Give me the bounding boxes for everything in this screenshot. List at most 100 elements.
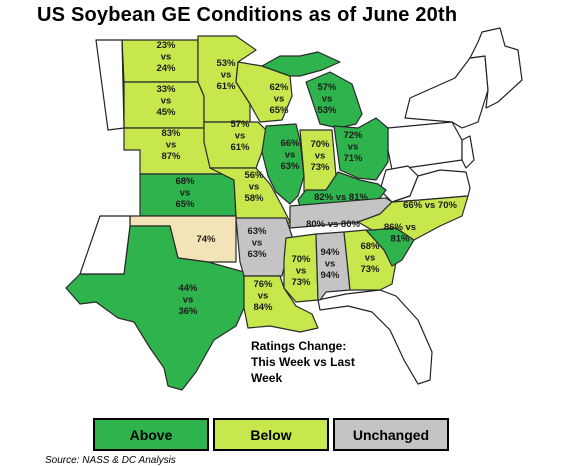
state-label-line: vs xyxy=(322,94,333,105)
state-label-line: 53% xyxy=(317,105,337,116)
state-label-line: vs xyxy=(296,266,307,277)
state-label-line: 84% xyxy=(253,302,273,313)
state-label-line: 56% xyxy=(244,170,264,181)
state-label-line: vs xyxy=(161,52,172,63)
state-label-line: 33% xyxy=(156,84,176,95)
state-label-line: 57% xyxy=(230,119,250,130)
state-label-line: 73% xyxy=(310,162,330,173)
state-label-line: 82% vs 81% xyxy=(314,192,368,203)
state-label-line: 44% xyxy=(178,283,198,294)
state-mt-edge xyxy=(95,39,125,131)
state-ny xyxy=(404,55,489,129)
state-new-england xyxy=(469,27,523,109)
state-tx xyxy=(65,225,245,391)
source-note: Source: NASS & DC Analysis xyxy=(45,455,176,466)
state-label-ks: 68% vs 65% xyxy=(175,176,195,210)
caption-line-3: Week xyxy=(251,371,283,385)
state-label-line: 66% vs 70% xyxy=(403,200,457,211)
state-label-line: vs xyxy=(166,140,177,151)
state-label-sd: 33% vs 45% xyxy=(156,84,176,118)
state-label-line: 68% xyxy=(360,241,380,252)
state-pa xyxy=(387,121,463,171)
state-label-line: 68% xyxy=(175,176,195,187)
state-label-line: 57% xyxy=(317,82,337,93)
map-title: US Soybean GE Conditions as of June 20th xyxy=(37,4,458,26)
state-label-la: 76% vs 84% xyxy=(253,279,273,313)
state-label-line: 73% xyxy=(291,277,311,288)
state-label-mo: 56% vs 58% xyxy=(244,170,264,204)
state-label-mn: 53% vs 61% xyxy=(216,58,236,92)
state-label-line: 70% xyxy=(291,254,311,265)
state-label-line: 70% xyxy=(310,139,330,150)
state-label-line: 61% xyxy=(216,81,236,92)
state-label-wi: 62% vs 65% xyxy=(269,82,289,116)
state-ia xyxy=(203,121,269,169)
state-label-oh: 72% vs 71% xyxy=(343,130,363,164)
state-label-line: 74% xyxy=(196,234,216,245)
state-label-line: 63% xyxy=(247,226,267,237)
state-mi-upper xyxy=(261,51,341,77)
state-label-line: 65% xyxy=(269,105,289,116)
state-label-line: 66% xyxy=(280,138,300,149)
state-label-sc: 86% vs 81% xyxy=(384,222,416,245)
state-label-line: vs xyxy=(274,94,285,105)
state-la xyxy=(243,275,319,333)
state-label-line: vs xyxy=(285,150,296,161)
state-label-line: vs xyxy=(348,142,359,153)
legend-unchanged: Unchanged xyxy=(333,418,449,451)
state-label-line: 87% xyxy=(161,151,181,162)
state-labels: 23% vs 24%33% vs 45%83% vs 87%68% vs 65%74%44% vs… xyxy=(156,40,457,317)
state-nj xyxy=(461,135,475,169)
state-label-line: 36% xyxy=(178,306,198,317)
state-label-ky: 82% vs 81% xyxy=(314,192,368,203)
state-label-line: 45% xyxy=(156,107,176,118)
state-label-line: 53% xyxy=(216,58,236,69)
state-oh xyxy=(333,117,389,181)
state-label-nc: 66% vs 70% xyxy=(403,200,457,211)
state-mi xyxy=(305,71,363,129)
state-label-tx: 44% vs 36% xyxy=(178,283,198,317)
caption-line-2: This Week vs Last xyxy=(251,355,355,369)
state-label-il: 66% vs 63% xyxy=(280,138,300,172)
state-label-line: 23% xyxy=(156,40,176,51)
state-label-in: 70% vs 73% xyxy=(310,139,330,173)
legend: Above Below Unchanged xyxy=(93,418,453,451)
state-label-line: 62% xyxy=(269,82,289,93)
state-label-al: 94% vs 94% xyxy=(320,247,340,281)
state-nc xyxy=(357,195,469,241)
state-label-line: 63% xyxy=(247,249,267,260)
state-label-ia: 57% vs 61% xyxy=(230,119,250,153)
state-label-line: 94% xyxy=(320,270,340,281)
state-label-line: vs xyxy=(249,182,260,193)
state-label-line: 73% xyxy=(360,264,380,275)
state-label-line: 63% xyxy=(280,161,300,172)
ratings-change-caption: Ratings Change: This Week vs Last Week xyxy=(251,338,355,386)
state-label-line: 86% vs xyxy=(384,222,416,233)
state-label-line: 58% xyxy=(244,193,264,204)
state-label-line: vs xyxy=(183,295,194,306)
state-label-line: vs xyxy=(161,96,172,107)
state-label-nd: 23% vs 24% xyxy=(156,40,176,74)
state-label-line: 81% xyxy=(390,234,410,245)
state-label-ga: 68% vs 73% xyxy=(360,241,380,275)
state-fl xyxy=(317,289,433,385)
state-label-line: vs xyxy=(315,151,326,162)
legend-below: Below xyxy=(213,418,329,451)
state-label-line: 65% xyxy=(175,199,195,210)
state-label-line: 83% xyxy=(161,128,181,139)
state-label-ok: 74% xyxy=(196,234,216,245)
state-label-ms: 70% vs 73% xyxy=(291,254,311,288)
state-label-ne: 83% vs 87% xyxy=(161,128,181,162)
state-label-line: 94% xyxy=(320,247,340,258)
state-label-line: vs xyxy=(325,259,336,270)
state-label-line: vs xyxy=(252,238,263,249)
state-label-line: vs xyxy=(365,253,376,264)
state-nm-edge xyxy=(79,215,131,275)
state-il xyxy=(261,123,305,205)
state-label-line: 80% vs 80% xyxy=(306,219,360,230)
state-label-line: 71% xyxy=(343,153,363,164)
state-label-mi: 57% vs 53% xyxy=(317,82,337,116)
legend-above: Above xyxy=(93,418,209,451)
state-label-line: 61% xyxy=(230,142,250,153)
state-label-line: 76% xyxy=(253,279,273,290)
